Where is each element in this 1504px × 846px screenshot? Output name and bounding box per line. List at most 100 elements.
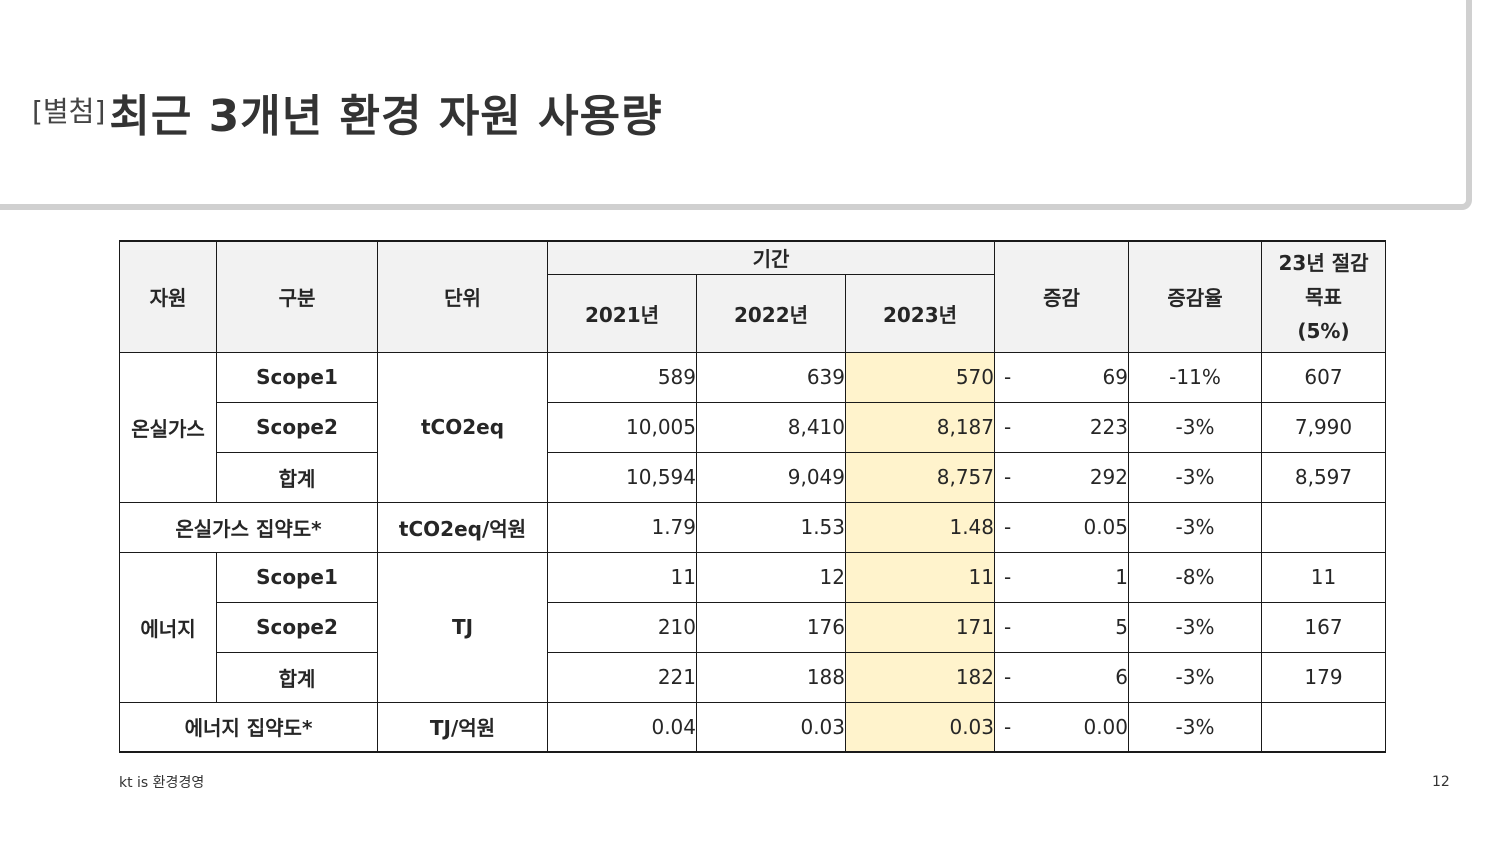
- title-prefix: [별첨]: [32, 95, 106, 128]
- change-cell: - 223: [994, 401, 1129, 453]
- value-2023: 570: [845, 351, 995, 403]
- header-row-1: 자원 구분 단위 기간 증감 증감율 23년 절감 목표 (5%): [119, 240, 1386, 353]
- header-category: 구분: [216, 240, 378, 353]
- change-value: 0.00: [1083, 714, 1128, 739]
- header-target-line2: 목표: [1305, 284, 1342, 309]
- energy-intensity-label: 에너지 집약도*: [119, 701, 378, 753]
- change-sign: -: [1004, 365, 1012, 389]
- value-2021: 221: [547, 651, 697, 703]
- header-period: 기간: [547, 240, 995, 275]
- value-2023: 182: [845, 651, 995, 703]
- rate-cell: -3%: [1128, 651, 1262, 703]
- value-2023: 8,757: [845, 451, 995, 503]
- value-2021: 1.79: [547, 501, 697, 553]
- target-cell: 179: [1261, 651, 1386, 703]
- change-cell: -5: [994, 601, 1129, 653]
- value-2023: 1.48: [845, 501, 995, 553]
- rate-cell: -3%: [1128, 601, 1262, 653]
- footer-label: kt is 환경경영: [119, 775, 205, 791]
- page-title: [별첨]최근 3개년 환경 자원 사용량: [32, 80, 663, 144]
- change-sign: -: [1004, 415, 1012, 439]
- change-value: 223: [1089, 415, 1128, 439]
- category-cell: Scope1: [216, 551, 378, 603]
- table-row: 에너지 집약도* TJ/억원 0.04 0.03 0.03 - 0.00 -3%: [119, 701, 1386, 753]
- value-2021: 589: [547, 351, 697, 403]
- change-sign: -: [1004, 465, 1012, 489]
- header-unit: 단위: [377, 240, 548, 353]
- value-2023: 171: [845, 601, 995, 653]
- change-sign: -: [1004, 515, 1012, 539]
- value-2023: 0.03: [845, 701, 995, 753]
- rate-cell: -11%: [1128, 351, 1262, 403]
- target-cell: 7,990: [1261, 401, 1386, 453]
- header-2021: 2021년: [547, 273, 697, 353]
- value-2022: 176: [696, 601, 846, 653]
- resource-ghg: 온실가스: [119, 351, 217, 503]
- unit-energy: TJ: [377, 551, 548, 703]
- rate-cell: -3%: [1128, 451, 1262, 503]
- header-change-rate: 증감율: [1128, 240, 1262, 353]
- change-cell: - 292: [994, 451, 1129, 503]
- target-cell: 607: [1261, 351, 1386, 403]
- category-cell: 합계: [216, 651, 378, 703]
- change-value: 1: [1115, 565, 1128, 589]
- change-sign: -: [1004, 565, 1012, 589]
- value-2021: 10,594: [547, 451, 697, 503]
- header-target: 23년 절감 목표 (5%): [1261, 240, 1386, 353]
- value-2022: 9,049: [696, 451, 846, 503]
- value-2021: 210: [547, 601, 697, 653]
- header-2022: 2022년: [696, 273, 846, 353]
- value-2022: 1.53: [696, 501, 846, 553]
- change-value: 69: [1102, 365, 1128, 389]
- table-row: Scope2 10,005 8,410 8,187 - 223 -3% 7,990: [120, 401, 1386, 453]
- header-target-line3: (5%): [1297, 318, 1350, 343]
- target-cell: 8,597: [1261, 451, 1386, 503]
- table-row: 에너지 Scope1 TJ 11 12 11 -1 -8% 11: [119, 551, 1386, 703]
- change-value: 5: [1115, 615, 1128, 639]
- change-cell: - 0.05: [994, 501, 1129, 553]
- value-2021: 10,005: [547, 401, 697, 453]
- ghg-intensity-label: 온실가스 집약도*: [119, 501, 378, 553]
- table-row: 온실가스 집약도* tCO2eq/억원 1.79 1.53 1.48 - 0.05…: [119, 501, 1386, 553]
- change-cell: -6: [994, 651, 1129, 703]
- category-cell: Scope2: [216, 601, 378, 653]
- resource-usage-table: 자원 구분 단위 기간 증감 증감율 23년 절감 목표 (5%) 2021년 …: [119, 240, 1386, 753]
- header-resource: 자원: [119, 240, 217, 353]
- unit-ghg: tCO2eq: [377, 351, 548, 503]
- category-cell: 합계: [216, 451, 378, 503]
- value-2023: 8,187: [845, 401, 995, 453]
- change-value: 0.05: [1083, 515, 1128, 539]
- value-2022: 12: [696, 551, 846, 603]
- ghg-intensity-unit: tCO2eq/억원: [377, 501, 548, 553]
- change-sign: -: [1004, 714, 1012, 739]
- energy-intensity-unit: TJ/억원: [377, 701, 548, 753]
- change-cell: - 0.00: [994, 701, 1129, 753]
- resource-energy: 에너지: [119, 551, 217, 703]
- rate-cell: -8%: [1128, 551, 1262, 603]
- table-row: Scope2 210 176 171 -5 -3% 167: [120, 601, 1386, 653]
- header-target-line1: 23년 절감: [1278, 250, 1369, 275]
- category-cell: Scope1: [216, 351, 378, 403]
- target-cell: [1261, 701, 1386, 753]
- table-row: 합계 221 188 182 -6 -3% 179: [120, 651, 1386, 703]
- table-row: 합계 10,594 9,049 8,757 - 292 -3% 8,597: [120, 451, 1386, 503]
- change-cell: -1: [994, 551, 1129, 603]
- value-2022: 8,410: [696, 401, 846, 453]
- rate-cell: -3%: [1128, 401, 1262, 453]
- change-sign: -: [1004, 615, 1012, 639]
- value-2022: 0.03: [696, 701, 846, 753]
- target-cell: [1261, 501, 1386, 553]
- change-value: 292: [1089, 465, 1128, 489]
- page-number: 12: [1432, 774, 1450, 790]
- header-2023: 2023년: [845, 273, 995, 353]
- rate-cell: -3%: [1128, 701, 1262, 753]
- value-2021: 0.04: [547, 701, 697, 753]
- rate-cell: -3%: [1128, 501, 1262, 553]
- header-panel: [0, 0, 1472, 210]
- target-cell: 11: [1261, 551, 1386, 603]
- value-2021: 11: [547, 551, 697, 603]
- title-main: 최근 3개년 환경 자원 사용량: [109, 91, 663, 142]
- value-2023: 11: [845, 551, 995, 603]
- header-change: 증감: [994, 240, 1129, 353]
- value-2022: 188: [696, 651, 846, 703]
